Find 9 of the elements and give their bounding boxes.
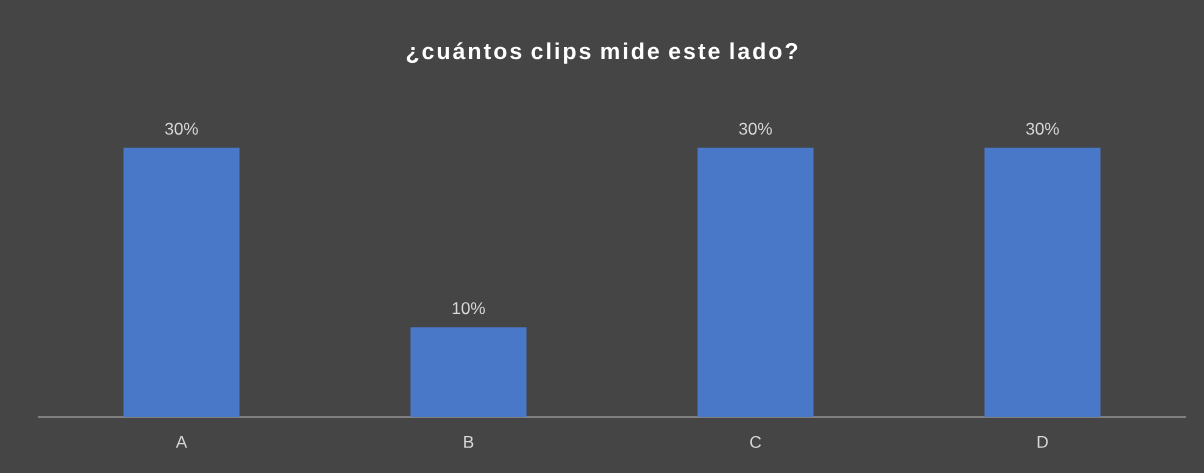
x-tick-label: A [175,436,188,448]
data-label: 10% [452,302,485,315]
x-tick-label: C [750,436,762,449]
data-label: 30% [165,122,198,135]
data-label: 30% [1026,122,1059,135]
data-label: 30% [739,122,772,135]
x-tick-label: D [1037,436,1048,448]
x-tick-label: B [464,436,474,448]
chart-title: ¿cuántos clips mide este lado? [406,42,798,64]
